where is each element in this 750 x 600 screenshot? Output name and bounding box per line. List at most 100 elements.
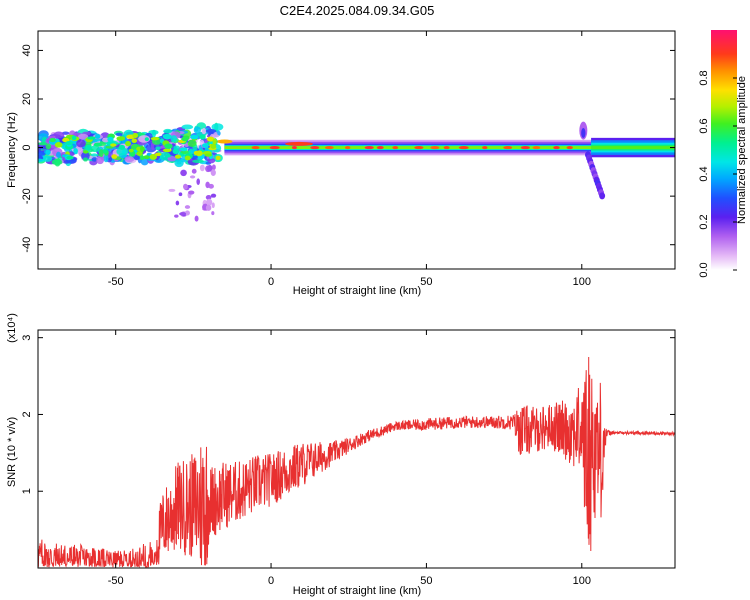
spectrogram-y-label: Frequency (Hz) <box>6 112 18 188</box>
spectrogram-scatter <box>174 214 179 218</box>
spectrogram-blob <box>205 128 217 134</box>
spectrogram-blob <box>124 156 135 163</box>
spectrogram-blob <box>39 145 47 150</box>
spectrogram-blob <box>78 133 89 140</box>
spectrogram-blob <box>199 140 205 145</box>
spectrogram-blob <box>181 124 194 130</box>
spectrogram-blob-core <box>95 134 101 139</box>
spectrogram-blob <box>155 146 161 150</box>
colorbar-tick-label: 0.8 <box>698 70 710 85</box>
spectrogram-blob <box>96 155 105 165</box>
spectrogram-blob-core <box>150 136 160 141</box>
spectrogram-blob-core <box>65 140 73 146</box>
spectrogram-x-tick-label: -50 <box>108 276 124 288</box>
spectrogram-blob <box>99 148 104 158</box>
spectrogram-blob <box>38 151 45 157</box>
spectrogram-peak <box>216 139 233 144</box>
spectrogram-blob-core <box>73 148 78 154</box>
spectrogram-y-tick-label: 20 <box>21 93 33 105</box>
spectrogram-blob <box>170 135 178 143</box>
spectrogram-blob-core <box>139 146 145 152</box>
spectrogram-y-tick-label: -20 <box>21 188 33 204</box>
snr-x-label: Height of straight line (km) <box>293 585 421 597</box>
spectrogram-blob-core <box>199 134 206 140</box>
spectrogram-scatter <box>206 198 213 206</box>
spectrogram-blob-core <box>128 148 134 153</box>
spectrogram-blob-core <box>206 136 215 142</box>
snr-y-tick-label: 1 <box>21 488 33 494</box>
spectrogram-peak <box>458 145 469 150</box>
spectrogram-blob <box>83 157 88 162</box>
spectrogram-blob <box>163 128 173 134</box>
spectrogram-x-tick-label: 0 <box>268 276 274 288</box>
spectrogram-blob-core <box>215 155 221 161</box>
spectrogram-scatter <box>205 195 212 200</box>
colorbar-gradient <box>711 30 737 270</box>
spectrogram-scatter <box>179 212 187 216</box>
spectrogram-blob-core <box>93 142 103 147</box>
snr-y-label: SNR (10 * v/v) <box>6 417 18 487</box>
spectrogram-blob-core <box>164 143 173 149</box>
spectrogram-blob <box>38 158 45 163</box>
snr-series-line <box>38 356 675 568</box>
colorbar-label: Normalized spectral amplitude <box>736 76 748 224</box>
spectrogram-frame <box>37 30 676 270</box>
spectrogram-blob <box>121 149 127 154</box>
snr-multiplier-label: (x10⁴) <box>6 313 18 343</box>
spectrogram-blob-core <box>71 135 77 141</box>
spectrogram-blob-core <box>190 134 199 140</box>
spectrogram-scatter <box>183 183 188 190</box>
spectrogram-peak <box>532 145 541 150</box>
spectrogram-scatter <box>184 210 190 216</box>
spectrogram-blob-core <box>144 137 149 142</box>
spectrogram-scatter <box>180 169 187 177</box>
spectrogram-y-ticks: -40 -20 0 20 40 <box>21 44 675 253</box>
spectrogram-blob-core <box>125 140 132 147</box>
spectrogram-peak <box>553 145 560 150</box>
spectrogram-blob-core <box>202 143 209 148</box>
spectrogram-blob-core <box>136 151 143 156</box>
spectrogram-blob-core <box>107 136 114 142</box>
spectrogram-scatter <box>210 169 216 177</box>
snr-x-tick-label: -50 <box>108 575 124 587</box>
spectrogram-scatter <box>188 190 195 195</box>
spectrogram-blob <box>76 139 86 148</box>
spectrogram-blob-core <box>116 136 126 141</box>
spectrogram-blob-core <box>131 138 138 143</box>
snr-x-tick-label: 0 <box>268 575 274 587</box>
spectrogram-scatter <box>210 193 217 198</box>
spectrogram-x-label: Height of straight line (km) <box>293 285 421 297</box>
spectrogram-peak <box>285 141 314 146</box>
spectrogram-blob-core <box>143 155 150 160</box>
spectrogram-carrier-band-right <box>591 146 675 150</box>
spectrogram-peak <box>310 145 320 150</box>
spectrogram-peak <box>324 145 334 150</box>
spectrogram-blob-core <box>54 142 63 148</box>
spectrogram-blob <box>192 159 205 164</box>
spectrogram-blob <box>167 155 177 162</box>
spectrogram-blob <box>193 126 202 134</box>
spectrogram-blob-core <box>49 137 56 143</box>
spectrogram-blob-core <box>154 152 162 157</box>
spectrogram-blob <box>90 153 98 157</box>
colorbar-tick-label: 0.4 <box>698 166 710 181</box>
spectrogram-scatter <box>194 215 199 222</box>
spectrogram-blob <box>41 155 53 162</box>
spectrogram-blob-core <box>118 144 126 150</box>
spectrogram-blob-core <box>195 150 203 157</box>
snr-frame <box>37 329 676 569</box>
spectrogram-scatter <box>205 181 210 189</box>
spectrogram-peak <box>443 145 450 150</box>
spectrogram-blob <box>81 151 90 161</box>
spectrogram-scatter <box>168 188 176 192</box>
spectrogram-y-tick-label: -40 <box>21 237 33 253</box>
snr-x-ticks: -50 0 50 100 <box>108 330 591 587</box>
spectrogram-blob-core <box>212 138 217 145</box>
spectrogram-blob-core <box>111 154 118 159</box>
spectrogram-blob-core <box>110 143 117 147</box>
spectrogram-blob-core <box>184 155 191 161</box>
spectrogram-blob-core <box>210 143 217 149</box>
spectrogram-heatmap <box>38 121 675 222</box>
snr-y-ticks: 1 2 3 <box>21 335 675 494</box>
spectrogram-blob <box>151 129 157 138</box>
